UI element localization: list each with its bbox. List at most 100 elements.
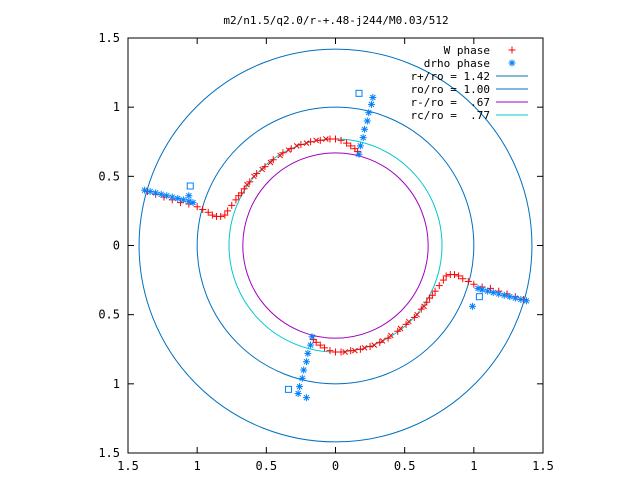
star-point	[365, 109, 373, 117]
cross-point	[397, 325, 404, 332]
plus-point	[423, 298, 431, 306]
square-point	[475, 293, 483, 301]
star-point	[179, 196, 187, 204]
star-point	[355, 150, 363, 158]
legend-label: rc/ro = .77	[411, 109, 490, 122]
square-point	[186, 182, 194, 190]
cross-point	[313, 137, 319, 144]
cross-point	[293, 143, 300, 149]
plus-point	[439, 276, 447, 284]
plus-point	[337, 136, 345, 144]
plus-point	[316, 341, 324, 349]
star-point	[474, 284, 482, 292]
x-tick-label: 0.5	[394, 459, 416, 473]
chart-title: m2/n1.5/q2.0/r-+.48-j244/M0.03/512	[223, 14, 448, 27]
star-point	[300, 366, 308, 374]
plus-point	[459, 275, 467, 283]
cross-point	[342, 349, 349, 355]
star-point	[163, 192, 171, 200]
star-point	[152, 189, 160, 197]
plus-point	[426, 294, 434, 302]
star-point	[522, 297, 530, 305]
plus-point	[402, 320, 410, 328]
y-tick-label: 1	[113, 100, 120, 114]
cross-point	[259, 166, 266, 173]
legend-label: ro/ro = 1.00	[411, 83, 490, 96]
plus-point	[410, 313, 418, 321]
plus-point	[246, 178, 254, 186]
legend-label: W phase	[444, 44, 490, 57]
plus-point	[446, 271, 454, 279]
plus-point	[204, 208, 212, 216]
plus-point	[279, 149, 287, 157]
plus-point	[464, 277, 472, 285]
star-point	[489, 289, 497, 297]
star-point	[367, 100, 375, 108]
plus-point	[347, 347, 355, 355]
star-point	[141, 186, 149, 194]
cross-point	[277, 152, 284, 159]
y-tick-label: 1.5	[98, 446, 120, 460]
star-point	[363, 117, 371, 125]
plus-point	[455, 272, 463, 280]
plus-point	[193, 203, 201, 211]
star-point	[294, 390, 302, 398]
star-point	[296, 383, 304, 391]
star-point	[495, 290, 503, 298]
star-point	[500, 291, 508, 299]
plus-point	[228, 201, 236, 209]
square-point	[284, 385, 292, 393]
cross-point	[371, 342, 378, 348]
cross-point	[387, 332, 394, 339]
data-points	[141, 89, 530, 402]
cross-point	[267, 159, 274, 166]
plus-point	[287, 145, 295, 153]
plus-point	[343, 139, 351, 147]
star-point	[506, 293, 514, 301]
star-point	[517, 295, 525, 303]
circle-1	[196, 106, 475, 385]
star-point	[484, 287, 492, 295]
cross-point	[251, 173, 257, 180]
cross-point	[322, 136, 329, 142]
x-tick-label: 1	[194, 459, 201, 473]
cross-point	[361, 345, 368, 351]
plus-point	[508, 46, 516, 54]
x-tick-label: 1.5	[532, 459, 554, 473]
star-point	[307, 341, 315, 349]
cross-point	[244, 181, 250, 188]
star-point	[146, 188, 154, 196]
cross-point	[379, 338, 386, 344]
star-point	[302, 394, 310, 402]
plus-point	[442, 272, 450, 280]
plus-point	[347, 142, 355, 150]
plus-point	[316, 136, 324, 144]
plus-point	[435, 282, 443, 290]
cross-point	[414, 311, 420, 318]
x-tick-label: 0.5	[255, 459, 277, 473]
cross-point	[405, 318, 412, 325]
plus-point	[320, 344, 328, 352]
plus-point	[208, 211, 216, 219]
y-tick-label: 1.5	[98, 31, 120, 45]
star-point	[308, 333, 316, 341]
star-point	[361, 125, 369, 133]
plus-point	[232, 196, 240, 204]
legend-label: drho phase	[424, 57, 490, 70]
star-point	[356, 142, 364, 150]
plus-point	[470, 280, 478, 288]
circle-0	[138, 48, 533, 443]
plus-point	[261, 163, 269, 171]
x-tick-label: 0	[332, 459, 339, 473]
plus-point	[217, 212, 225, 220]
x-tick-label: 1	[470, 459, 477, 473]
plus-point	[253, 170, 261, 178]
plus-point	[326, 347, 334, 355]
plus-point	[332, 348, 339, 356]
plus-point	[431, 287, 439, 295]
star-point	[304, 349, 312, 357]
star-point	[168, 193, 176, 201]
